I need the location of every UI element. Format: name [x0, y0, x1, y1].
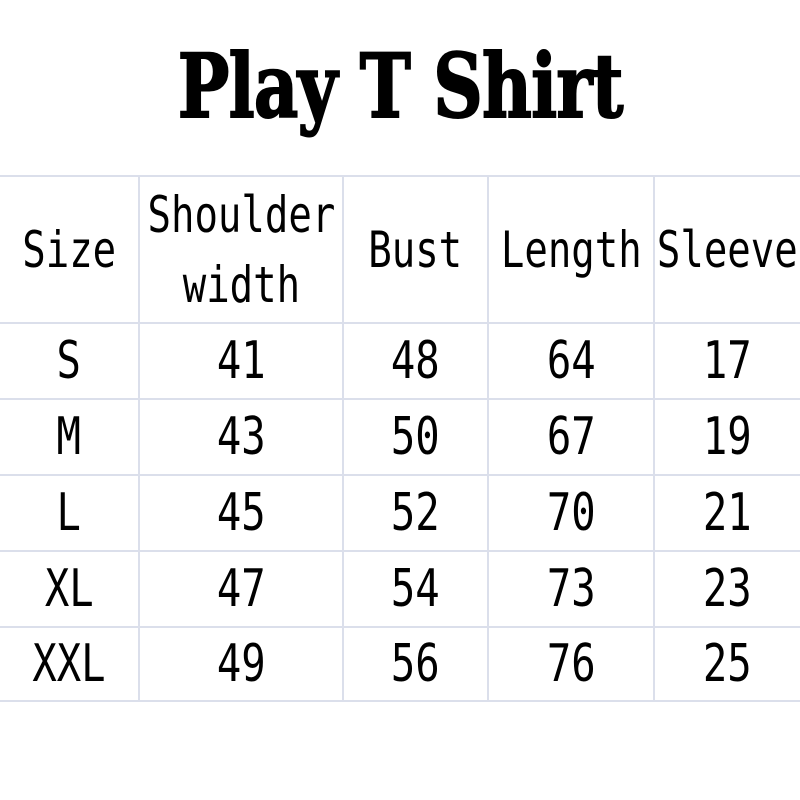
table-cell: 49 [140, 626, 344, 702]
size-label: M [56, 407, 82, 467]
measurement-value: 54 [391, 559, 440, 619]
size-label-cell: XL [0, 550, 140, 626]
table-cell: 45 [140, 474, 344, 550]
header-cell-length: Length [489, 175, 655, 322]
table-cell: 41 [140, 322, 344, 398]
table-cell: 50 [344, 398, 489, 474]
table-cell: 52 [344, 474, 489, 550]
header-label: Sleeve [657, 220, 798, 279]
table-cell: 43 [140, 398, 344, 474]
table-cell: 48 [344, 322, 489, 398]
table-cell: 76 [489, 626, 655, 702]
measurement-value: 43 [216, 407, 266, 467]
table-cell: 67 [489, 398, 655, 474]
measurement-value: 23 [703, 559, 752, 619]
measurement-value: 21 [703, 483, 752, 543]
size-label: L [56, 483, 82, 543]
measurement-value: 56 [391, 634, 440, 694]
size-label-cell: S [0, 322, 140, 398]
table-cell: 54 [344, 550, 489, 626]
measurement-value: 52 [391, 483, 440, 543]
page-title: Play T Shirt [0, 34, 800, 138]
header-label: Length [500, 220, 642, 279]
measurement-value: 73 [546, 559, 596, 619]
size-label: S [56, 331, 82, 391]
measurement-value: 70 [546, 483, 596, 543]
measurement-value: 45 [216, 483, 266, 543]
measurement-value: 67 [546, 407, 596, 467]
size-chart-table: Size Shoulder width Bust Length Sleeve S 41 48 6… [0, 175, 800, 702]
table-cell: 47 [140, 550, 344, 626]
header-cell-bust: Bust [344, 175, 489, 322]
table-cell: 17 [655, 322, 800, 398]
size-label-cell: M [0, 398, 140, 474]
table-cell: 64 [489, 322, 655, 398]
measurement-value: 64 [546, 331, 596, 391]
measurement-value: 47 [216, 559, 266, 619]
table-cell: 56 [344, 626, 489, 702]
size-label: XXL [32, 634, 106, 694]
header-label: Size [22, 220, 116, 279]
measurement-value: 49 [216, 634, 266, 694]
measurement-value: 19 [703, 407, 752, 467]
header-cell-shoulder-width: Shoulder width [140, 175, 344, 322]
size-label-cell: L [0, 474, 140, 550]
measurement-value: 50 [391, 407, 440, 467]
measurement-value: 17 [703, 331, 752, 391]
table-cell: 21 [655, 474, 800, 550]
measurement-value: 76 [546, 634, 596, 694]
measurement-value: 48 [391, 331, 440, 391]
size-label: XL [44, 559, 94, 619]
table-cell: 25 [655, 626, 800, 702]
page-title-text: Play T Shirt [177, 34, 624, 138]
header-cell-sleeve: Sleeve [655, 175, 800, 322]
size-label-cell: XXL [0, 626, 140, 702]
table-cell: 23 [655, 550, 800, 626]
table-cell: 73 [489, 550, 655, 626]
measurement-value: 41 [216, 331, 266, 391]
header-cell-size: Size [0, 175, 140, 322]
measurement-value: 25 [703, 634, 752, 694]
table-cell: 70 [489, 474, 655, 550]
header-label: Shoulder width [147, 185, 335, 314]
table-cell: 19 [655, 398, 800, 474]
header-label: Bust [368, 220, 463, 279]
